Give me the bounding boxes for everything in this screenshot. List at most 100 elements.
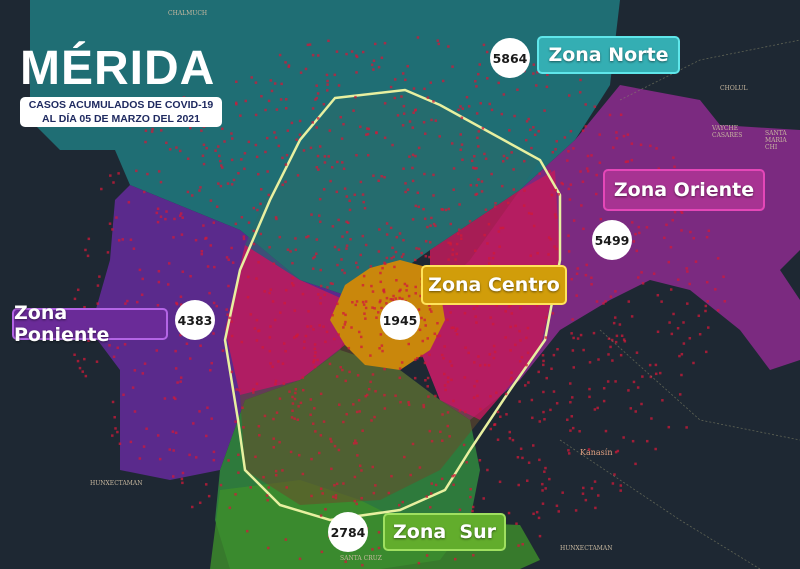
case-dot [256,208,259,212]
case-dot [330,467,333,471]
case-dot [499,226,503,230]
case-dot [522,159,526,163]
case-dot [671,218,674,222]
case-dot [345,244,349,247]
case-dot [319,392,323,396]
case-dot [391,246,394,250]
case-dot [200,252,204,256]
case-dot [344,379,347,383]
case-dot [571,426,575,430]
case-dot [354,439,357,443]
case-dot [555,402,559,405]
case-dot [632,240,636,243]
case-dot [122,393,125,397]
case-dot [462,443,466,447]
case-dot [620,334,624,337]
case-dot [305,235,308,239]
case-dot [567,449,570,452]
case-dot [492,344,496,348]
case-dot [423,132,427,135]
case-dot [76,288,80,292]
case-dot [265,494,269,497]
case-dot [382,288,386,291]
case-dot [590,276,593,280]
case-dot [369,354,372,357]
case-dot [121,238,124,241]
case-dot [165,141,168,145]
case-dot [716,257,720,260]
case-dot [509,349,512,352]
case-dot [277,144,281,148]
case-dot [228,316,232,320]
case-dot [584,103,587,106]
case-dot [156,304,160,307]
case-dot [286,248,290,251]
case-dot [145,427,148,430]
case-dot [144,129,148,132]
case-dot [301,388,305,392]
case-dot [498,480,502,484]
case-dot [579,78,582,82]
case-dot [423,87,426,91]
case-dot [371,373,375,376]
case-dot [364,394,367,398]
case-dot [294,237,297,240]
case-dot [526,479,529,482]
case-dot [704,304,708,308]
case-dot [361,429,364,432]
case-dot [142,445,146,448]
case-dot [331,225,335,228]
case-dot [477,145,480,148]
case-dot [361,50,365,54]
case-dot [442,356,445,360]
case-dot [296,418,300,421]
case-dot [529,254,533,257]
case-dot [586,154,590,158]
case-dot [656,293,660,297]
case-dot [325,73,329,77]
case-dot [291,409,294,412]
case-dot [627,300,631,303]
case-dot [385,256,389,260]
case-dot [480,190,484,193]
case-dot [714,288,717,291]
case-dot [501,159,505,163]
case-dot [541,502,545,505]
case-dot [521,456,524,460]
place-label: Kanasín [580,448,613,457]
case-dot [146,172,149,176]
case-dot [362,200,365,204]
case-dot [555,139,559,143]
case-dot [409,473,412,477]
case-dot [537,130,540,133]
case-dot [352,442,356,445]
case-dot [595,192,598,196]
case-dot [263,290,266,293]
case-dot [189,126,192,130]
case-dot [414,154,417,158]
case-dot [512,168,515,171]
case-dot [482,43,486,47]
case-dot [516,88,519,91]
case-dot [448,360,452,363]
case-dot [484,208,488,212]
case-dot [332,495,335,499]
zone-norte-label: Zona Norte [537,36,680,74]
case-dot [209,244,213,247]
case-dot [377,250,381,253]
case-dot [413,376,417,380]
case-dot [318,145,322,148]
case-dot [637,225,641,229]
case-dot [250,76,253,79]
case-dot [488,102,492,106]
case-dot [460,237,463,241]
case-dot [403,282,407,286]
case-dot [138,457,142,460]
case-dot [493,423,497,426]
case-dot [373,307,376,310]
case-dot [596,406,599,410]
case-dot [552,353,556,357]
case-dot [180,233,184,236]
case-dot [317,293,320,296]
case-dot [604,300,607,303]
